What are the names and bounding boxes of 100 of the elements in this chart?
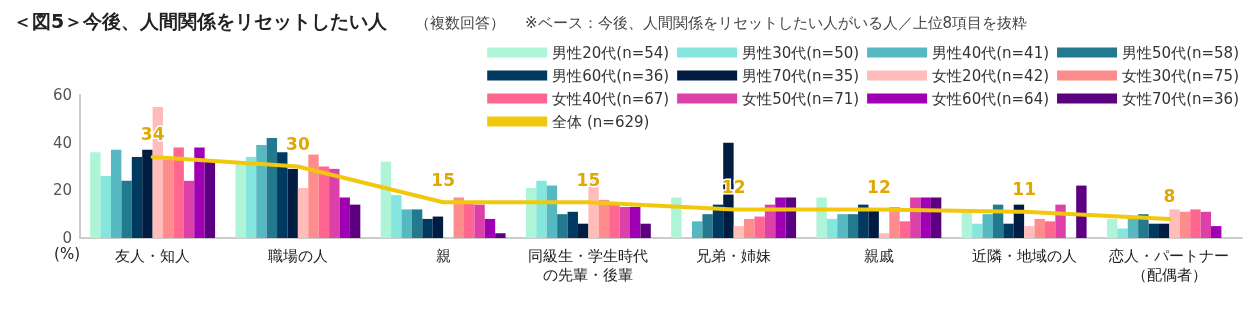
legend-label: 男性50代(n=58) [1122, 43, 1239, 62]
bar [1034, 218, 1045, 238]
y-axis-title: (%) [54, 244, 80, 263]
bar [1127, 218, 1139, 238]
bar [308, 154, 319, 238]
bar [1190, 209, 1201, 238]
bar [121, 180, 132, 238]
bar [702, 214, 713, 238]
bar [235, 164, 246, 238]
bar [110, 149, 122, 238]
bar [640, 223, 651, 238]
bar [266, 137, 278, 238]
data-label: 12 [721, 176, 746, 197]
bar [733, 226, 745, 238]
legend-label: 全体 (n=629) [552, 112, 650, 131]
bar [329, 168, 340, 238]
bar [557, 214, 568, 238]
legend-label: 女性40代(n=67) [552, 89, 670, 108]
bar [339, 197, 350, 238]
bar [744, 218, 755, 238]
bar [349, 204, 361, 238]
chart-subtitle: （複数回答） [415, 13, 505, 32]
bar [318, 166, 330, 238]
bar [183, 180, 195, 238]
x-tick-label: 親戚 [863, 246, 894, 265]
bar [422, 218, 433, 238]
bar [100, 176, 111, 238]
legend-label: 男性40代(n=41) [932, 43, 1050, 62]
y-tick-label: 40 [52, 133, 72, 152]
bar [463, 202, 475, 238]
data-label: 8 [1163, 186, 1176, 207]
x-tick-label: 同級生・学生時代の先輩・後輩 [528, 246, 649, 284]
bar [899, 221, 911, 238]
x-tick-label: 親 [435, 246, 451, 265]
data-label: 30 [286, 134, 310, 154]
bar [619, 207, 631, 238]
bar [1044, 221, 1056, 238]
bar [1200, 211, 1212, 238]
data-label: 15 [431, 169, 455, 190]
legend-label: 女性20代(n=42) [932, 66, 1050, 85]
data-label: 34 [140, 124, 165, 145]
legend-label: 男性30代(n=50) [742, 43, 860, 62]
legend-label: 女性60代(n=64) [932, 89, 1050, 108]
x-tick-label: 兄弟・姉妹 [696, 246, 772, 265]
bar [391, 195, 402, 238]
bar [1106, 218, 1118, 238]
bar [256, 145, 267, 238]
text: ※ベース：今後、人間関係をリセットしたい人がいる人／上位8項目を抜粋 [525, 13, 1028, 32]
bar [495, 233, 506, 238]
bar [826, 218, 838, 238]
bar [484, 218, 496, 238]
bar [1179, 211, 1191, 238]
y-tick-label: 20 [52, 181, 72, 200]
bar [982, 214, 993, 238]
bar [691, 221, 703, 238]
x-tick-label: 友人・知人 [115, 246, 191, 265]
bar [754, 216, 765, 238]
legend-label: 女性30代(n=75) [1122, 66, 1239, 85]
y-tick-label: 0 [62, 229, 72, 247]
bar [142, 149, 153, 238]
bar [868, 209, 879, 238]
bar [432, 216, 444, 238]
legend-label: 男性70代(n=35) [742, 66, 860, 85]
data-label: 15 [576, 169, 601, 190]
bar [910, 197, 921, 238]
data-label: 11 [1012, 179, 1036, 200]
bar [1211, 226, 1222, 238]
bar [630, 207, 641, 238]
bar [837, 214, 848, 238]
bar [131, 156, 143, 238]
bar [401, 209, 412, 238]
legend-label: 男性60代(n=36) [552, 66, 670, 85]
x-tick-label: 近隣・地域の人 [971, 246, 1077, 265]
bar [536, 180, 547, 238]
bar [474, 204, 485, 238]
bar [297, 187, 309, 238]
bar [775, 197, 786, 238]
bar [194, 147, 205, 238]
bar [173, 147, 184, 238]
x-tick-label: 職場の人 [267, 246, 328, 265]
bar [609, 204, 620, 238]
bar [380, 161, 392, 238]
bar [277, 152, 288, 238]
bar [847, 214, 859, 238]
bar [1169, 209, 1180, 238]
bar [1076, 185, 1087, 238]
bar [961, 211, 973, 238]
bar [287, 168, 298, 238]
data-label: 12 [867, 176, 891, 197]
chart-title: ＜図5＞今後、人間関係をリセットしたい人 [13, 9, 389, 32]
bar [163, 159, 174, 238]
bar [90, 152, 101, 238]
legend-label: 男性20代(n=54) [552, 43, 670, 62]
bar [1158, 223, 1170, 238]
bar [1117, 228, 1128, 238]
bar [972, 223, 983, 238]
x-tick-label: 恋人・パートナー（配偶者） [1108, 246, 1230, 284]
bar [1024, 226, 1035, 238]
legend-label: 女性50代(n=71) [742, 89, 860, 108]
bar [245, 156, 257, 238]
